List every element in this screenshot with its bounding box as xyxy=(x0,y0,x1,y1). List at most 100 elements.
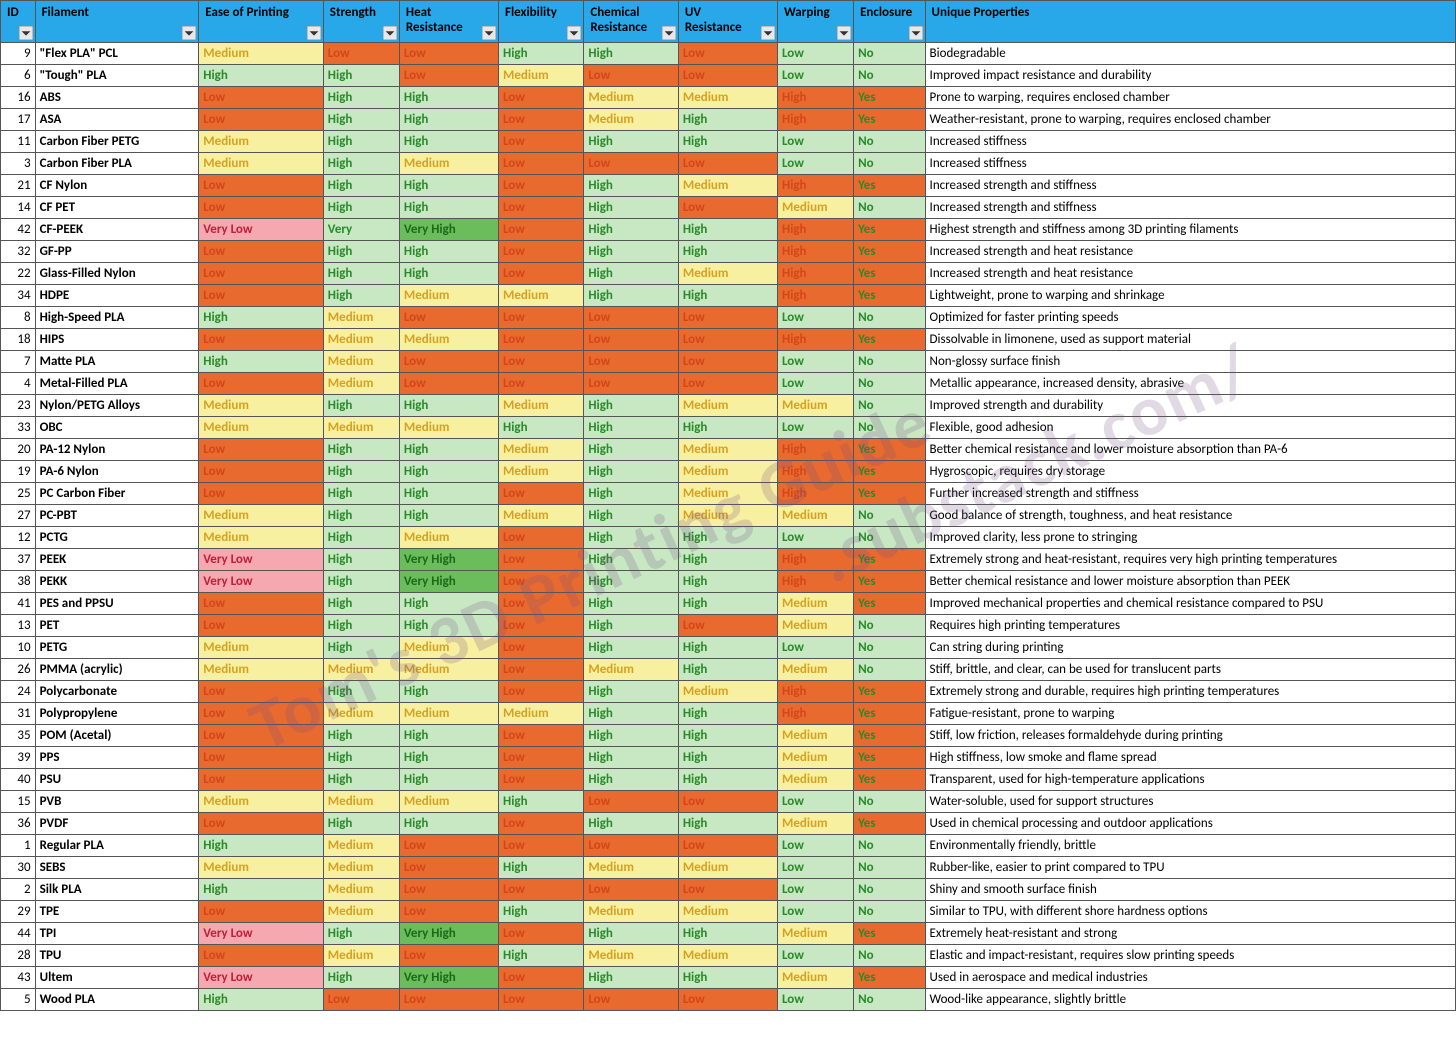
cell-enc: Yes xyxy=(854,725,925,747)
filter-icon[interactable] xyxy=(19,26,33,40)
cell-filament: HDPE xyxy=(35,285,199,307)
cell-id: 11 xyxy=(1,131,36,153)
cell-unique: Rubber-like, easier to print compared to… xyxy=(925,857,1455,879)
cell-uv: Medium xyxy=(678,461,777,483)
cell-enc: No xyxy=(854,153,925,175)
cell-id: 7 xyxy=(1,351,36,373)
filter-icon[interactable] xyxy=(909,26,923,40)
cell-unique: Increased strength and heat resistance xyxy=(925,263,1455,285)
table-row: 34HDPELowHighMediumMediumHighHighHighYes… xyxy=(1,285,1456,307)
cell-ease: Medium xyxy=(199,153,324,175)
cell-chem: Medium xyxy=(584,945,679,967)
cell-filament: PVDF xyxy=(35,813,199,835)
cell-id: 13 xyxy=(1,615,36,637)
cell-filament: Glass-Filled Nylon xyxy=(35,263,199,285)
filter-icon[interactable] xyxy=(662,26,676,40)
cell-filament: SEBS xyxy=(35,857,199,879)
cell-flex: Low xyxy=(499,725,584,747)
table-row: 10PETGMediumHighMediumLowHighHighLowNoCa… xyxy=(1,637,1456,659)
cell-flex: Low xyxy=(499,527,584,549)
cell-warp: Medium xyxy=(778,197,854,219)
cell-heat: Low xyxy=(399,43,498,65)
cell-strength: High xyxy=(323,571,399,593)
cell-unique: Can string during printing xyxy=(925,637,1455,659)
cell-flex: Low xyxy=(499,681,584,703)
filter-icon[interactable] xyxy=(761,26,775,40)
cell-strength: Low xyxy=(323,43,399,65)
cell-id: 25 xyxy=(1,483,36,505)
cell-enc: Yes xyxy=(854,571,925,593)
cell-ease: Low xyxy=(199,373,324,395)
table-row: 35POM (Acetal)LowHighHighLowHighHighMedi… xyxy=(1,725,1456,747)
cell-enc: No xyxy=(854,879,925,901)
header-uv[interactable]: UVResistance xyxy=(678,1,777,43)
cell-uv: Low xyxy=(678,153,777,175)
cell-strength: High xyxy=(323,483,399,505)
cell-strength: High xyxy=(323,505,399,527)
table-row: 16ABSLowHighHighLowMediumMediumHighYesPr… xyxy=(1,87,1456,109)
cell-filament: PES and PPSU xyxy=(35,593,199,615)
header-strength[interactable]: Strength xyxy=(323,1,399,43)
cell-enc: No xyxy=(854,945,925,967)
cell-chem: High xyxy=(584,747,679,769)
cell-warp: Low xyxy=(778,307,854,329)
cell-id: 18 xyxy=(1,329,36,351)
cell-enc: No xyxy=(854,901,925,923)
cell-chem: Low xyxy=(584,835,679,857)
cell-flex: Low xyxy=(499,219,584,241)
header-chem[interactable]: ChemicalResistance xyxy=(584,1,679,43)
cell-chem: High xyxy=(584,571,679,593)
cell-strength: Medium xyxy=(323,901,399,923)
cell-enc: Yes xyxy=(854,263,925,285)
cell-warp: High xyxy=(778,571,854,593)
header-filament[interactable]: Filament xyxy=(35,1,199,43)
header-flex[interactable]: Flexibility xyxy=(499,1,584,43)
cell-ease: Very Low xyxy=(199,549,324,571)
cell-id: 31 xyxy=(1,703,36,725)
cell-filament: High-Speed PLA xyxy=(35,307,199,329)
table-row: 37PEEKVery LowHighVery HighLowHighHighHi… xyxy=(1,549,1456,571)
filter-icon[interactable] xyxy=(383,26,397,40)
filter-icon[interactable] xyxy=(567,26,581,40)
header-warp[interactable]: Warping xyxy=(778,1,854,43)
cell-enc: No xyxy=(854,307,925,329)
cell-heat: High xyxy=(399,131,498,153)
cell-strength: Low xyxy=(323,989,399,1011)
cell-unique: Hygroscopic, requires dry storage xyxy=(925,461,1455,483)
cell-chem: High xyxy=(584,285,679,307)
cell-ease: Low xyxy=(199,593,324,615)
table-row: 41PES and PPSULowHighHighLowHighHighMedi… xyxy=(1,593,1456,615)
table-row: 22Glass-Filled NylonLowHighHighLowHighMe… xyxy=(1,263,1456,285)
header-enc[interactable]: Enclosure xyxy=(854,1,925,43)
filter-icon[interactable] xyxy=(182,26,196,40)
header-heat[interactable]: HeatResistance xyxy=(399,1,498,43)
cell-uv: Low xyxy=(678,65,777,87)
cell-uv: High xyxy=(678,747,777,769)
cell-unique: Metallic appearance, increased density, … xyxy=(925,373,1455,395)
cell-warp: Medium xyxy=(778,747,854,769)
cell-strength: High xyxy=(323,813,399,835)
cell-ease: Low xyxy=(199,329,324,351)
cell-flex: Low xyxy=(499,769,584,791)
cell-strength: Medium xyxy=(323,373,399,395)
cell-id: 12 xyxy=(1,527,36,549)
filter-icon[interactable] xyxy=(482,26,496,40)
cell-heat: High xyxy=(399,109,498,131)
cell-enc: Yes xyxy=(854,241,925,263)
cell-ease: Low xyxy=(199,461,324,483)
cell-id: 20 xyxy=(1,439,36,461)
cell-uv: Low xyxy=(678,351,777,373)
table-row: 24PolycarbonateLowHighHighLowHighMediumH… xyxy=(1,681,1456,703)
cell-unique: Increased strength and stiffness xyxy=(925,175,1455,197)
header-ease[interactable]: Ease of Printing xyxy=(199,1,324,43)
cell-uv: Medium xyxy=(678,87,777,109)
cell-flex: Low xyxy=(499,813,584,835)
cell-heat: Low xyxy=(399,945,498,967)
header-id[interactable]: ID xyxy=(1,1,36,43)
cell-heat: High xyxy=(399,395,498,417)
cell-unique: Transparent, used for high-temperature a… xyxy=(925,769,1455,791)
cell-flex: Low xyxy=(499,835,584,857)
cell-ease: Medium xyxy=(199,857,324,879)
filter-icon[interactable] xyxy=(837,26,851,40)
filter-icon[interactable] xyxy=(307,26,321,40)
